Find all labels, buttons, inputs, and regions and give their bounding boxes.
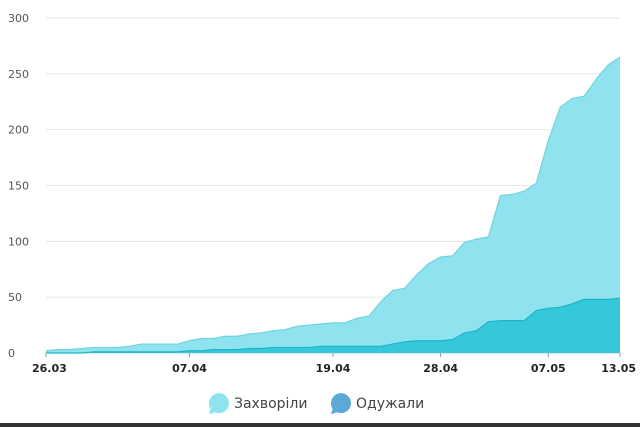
legend-bubble-icon — [208, 393, 229, 415]
bottom-border — [0, 423, 640, 427]
y-tick-label: 100 — [8, 235, 29, 248]
legend-label: Одужали — [356, 396, 424, 412]
series-line-1 — [45, 56, 621, 352]
x-tick-label: 07.05 — [531, 362, 566, 375]
legend-bubble-icon — [330, 393, 351, 415]
y-tick-label: 50 — [8, 291, 22, 304]
legend-label: Захворіли — [234, 396, 307, 412]
x-tick-label: 19.04 — [316, 362, 351, 375]
x-tick-label: 13.05 — [601, 362, 636, 375]
x-tick-label: 07.04 — [172, 362, 207, 375]
y-tick-label: 0 — [8, 347, 15, 360]
x-tick-label: 28.04 — [423, 362, 458, 375]
y-tick-label: 250 — [8, 68, 29, 81]
y-tick-label: 200 — [8, 124, 29, 137]
y-tick-label: 150 — [8, 180, 29, 193]
x-tick-label: 26.03 — [32, 362, 67, 375]
series-area-1 — [46, 57, 620, 353]
y-tick-label: 300 — [8, 12, 29, 25]
series-line-2 — [46, 297, 621, 354]
series-area-2 — [46, 298, 620, 353]
